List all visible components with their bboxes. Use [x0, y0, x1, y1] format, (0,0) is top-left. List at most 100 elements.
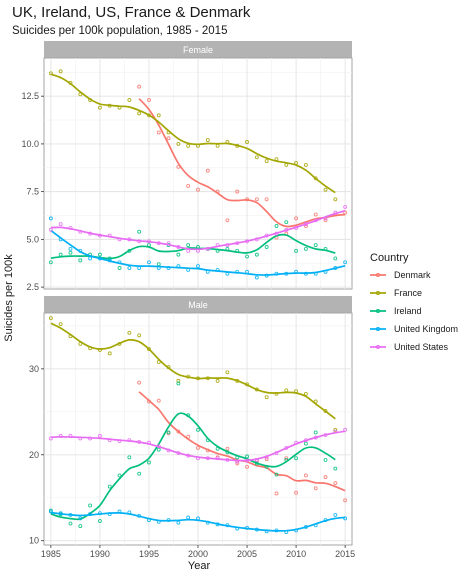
y-tick-label: 30 [29, 364, 39, 374]
data-point [205, 138, 210, 143]
data-point [333, 427, 338, 432]
legend-key-point [375, 344, 381, 350]
data-point [78, 258, 83, 263]
x-axis: 1985 1990 1995 2000 2005 2010 2015 [41, 545, 355, 559]
data-point [254, 155, 259, 160]
chart-subtitle: Suicides per 100k population, 1985 - 201… [12, 25, 227, 37]
data-point [176, 381, 181, 386]
data-point [245, 454, 249, 459]
data-point [343, 427, 348, 432]
data-point [274, 224, 279, 228]
data-point [225, 218, 230, 223]
y-tick-label: 10.0 [21, 139, 39, 149]
data-point [186, 243, 191, 248]
data-point [303, 162, 308, 167]
data-point [284, 220, 289, 225]
data-point [176, 429, 181, 434]
x-tick-label: 1990 [90, 549, 110, 559]
series-france-male [48, 316, 338, 432]
data-point [137, 471, 142, 476]
series-line [50, 412, 336, 521]
data-point [245, 254, 249, 259]
series-line [50, 511, 346, 532]
data-point [147, 347, 151, 352]
data-point [343, 498, 348, 503]
chart-title: UK, Ireland, US, France & Denmark [12, 4, 251, 21]
x-tick-label: 2015 [335, 549, 355, 559]
data-point [196, 445, 200, 450]
data-point [196, 187, 200, 192]
series-line [50, 322, 336, 420]
data-point [88, 503, 93, 508]
data-point [78, 524, 83, 529]
data-point [186, 183, 191, 188]
data-point [294, 216, 299, 221]
data-point [137, 380, 142, 385]
series-line [50, 430, 346, 462]
data-point [294, 456, 299, 461]
y-tick-label: 7.5 [26, 187, 39, 197]
x-tick-label: 1995 [139, 549, 159, 559]
series-united-kingdom-male [48, 509, 348, 535]
data-point [264, 457, 269, 462]
data-point [97, 105, 102, 110]
legend-item-france: France [370, 288, 422, 298]
data-point [303, 246, 308, 251]
data-point [117, 473, 122, 478]
data-point [156, 398, 161, 403]
legend-item-united-kingdom: United Kingdom [370, 324, 458, 334]
legend-label: United States [394, 342, 449, 352]
data-point [137, 333, 142, 338]
legend-title: Country [370, 252, 409, 264]
data-point [48, 316, 53, 321]
data-point [117, 266, 122, 270]
x-tick-label: 2005 [237, 549, 257, 559]
data-point [48, 436, 53, 441]
data-point [97, 252, 102, 257]
series-united-states-female [48, 204, 348, 253]
data-point [303, 391, 308, 396]
legend-label: Ireland [394, 306, 422, 316]
facet-panels: Female 2.5 5.0 7.5 10.0 12.5 Male 10 20 30 [21, 41, 353, 546]
y-tick-label: 5.0 [26, 234, 39, 244]
data-point [68, 246, 73, 251]
series-denmark-female [137, 84, 348, 240]
data-point [294, 248, 299, 253]
data-point [127, 98, 132, 102]
series-united-kingdom-female [48, 216, 348, 280]
series-line [50, 209, 346, 251]
data-point [78, 516, 83, 521]
data-point [313, 243, 318, 248]
data-point [215, 378, 220, 383]
data-point [264, 159, 269, 164]
data-point [58, 222, 63, 227]
legend-label: Denmark [394, 270, 431, 280]
series-line [50, 229, 346, 276]
data-point [137, 111, 142, 116]
data-point [323, 457, 328, 462]
data-point [264, 197, 269, 202]
data-point [186, 143, 191, 148]
data-point [205, 168, 210, 173]
series-france-female [48, 69, 338, 202]
data-point [127, 330, 132, 335]
legend-label: France [394, 288, 422, 298]
panel-male: Male 10 20 30 [29, 296, 353, 546]
series-line [138, 98, 346, 228]
y-tick-label: 12.5 [21, 91, 39, 101]
series-line [50, 73, 336, 194]
data-point [107, 351, 112, 356]
data-point [313, 486, 318, 491]
data-point [88, 256, 93, 261]
data-point [137, 229, 142, 234]
data-point [254, 275, 259, 280]
data-point [323, 187, 328, 192]
data-point [48, 227, 53, 232]
data-point [264, 395, 269, 400]
data-point [245, 140, 249, 144]
data-point [333, 466, 338, 471]
data-point [343, 260, 348, 265]
data-point [274, 491, 279, 496]
legend-key-point [375, 290, 381, 296]
